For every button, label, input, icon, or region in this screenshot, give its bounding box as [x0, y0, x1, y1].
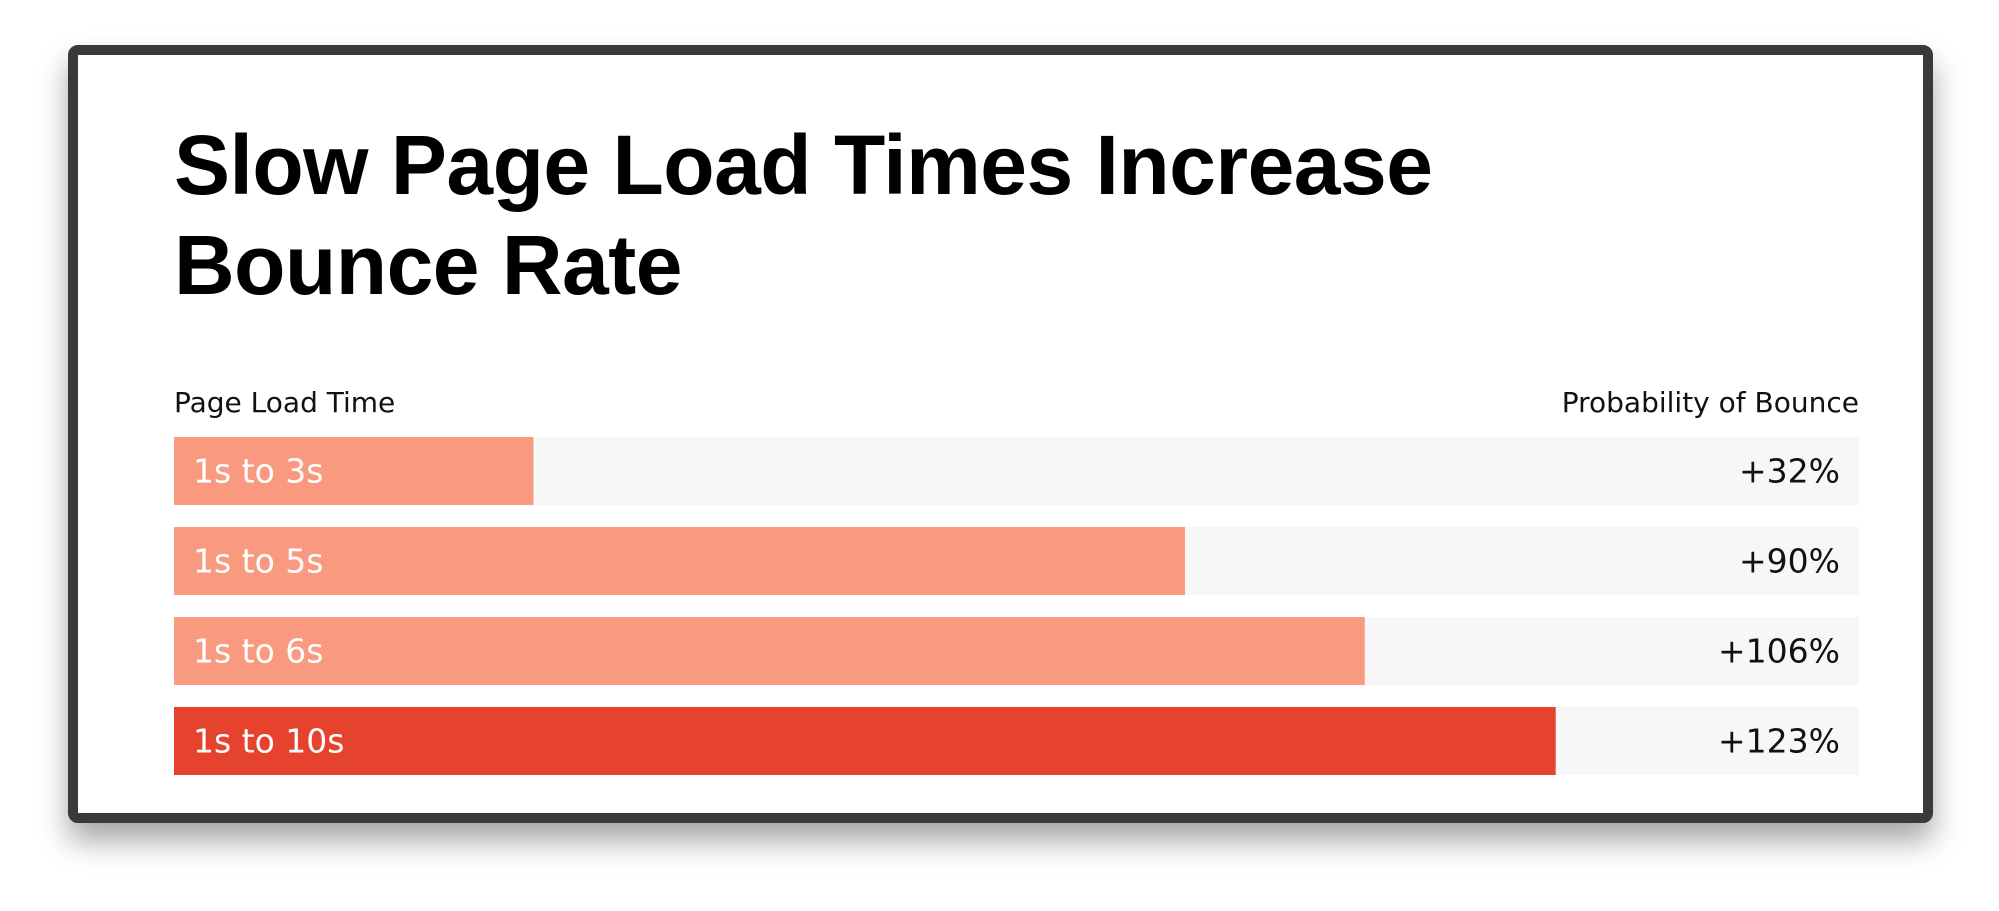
card: Slow Page Load Times Increase Bounce Rat… — [68, 45, 1933, 823]
value-label: +123% — [1718, 722, 1840, 761]
category-label: 1s to 6s — [193, 632, 324, 671]
chart-title: Slow Page Load Times Increase Bounce Rat… — [174, 118, 1433, 312]
category-label: 1s to 5s — [193, 542, 324, 581]
bar — [174, 437, 534, 505]
value-axis-label: Probability of Bounce — [1562, 386, 1859, 419]
category-label: 1s to 3s — [193, 452, 324, 491]
bar — [174, 707, 1556, 775]
category-label: 1s to 10s — [193, 722, 344, 761]
category-axis-label: Page Load Time — [174, 386, 395, 419]
value-label: +90% — [1739, 542, 1840, 581]
chart: Page Load Time Probability of Bounce 1s … — [174, 386, 1859, 775]
bar — [174, 527, 1185, 595]
value-label: +32% — [1739, 452, 1840, 491]
value-label: +106% — [1718, 632, 1840, 671]
bar — [174, 617, 1365, 685]
